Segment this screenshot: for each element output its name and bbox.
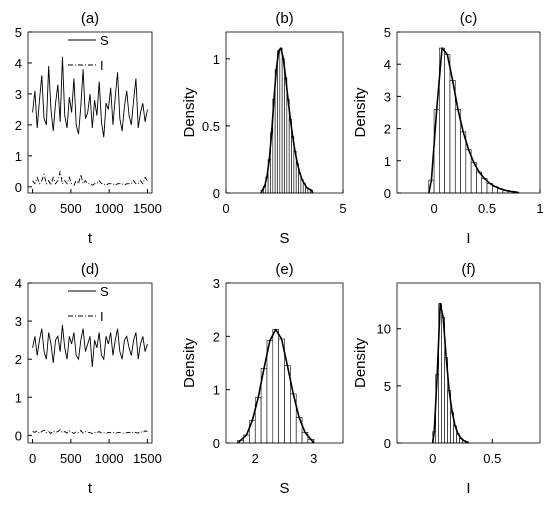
y-tick-label: 2 (384, 122, 391, 137)
x-tick-label: 500 (60, 451, 82, 466)
y-tick-label: 5 (384, 25, 391, 40)
y-tick-label: 0.5 (202, 119, 220, 134)
axes-frame (27, 31, 153, 194)
hist-bar (266, 340, 274, 444)
hist-bar (272, 329, 279, 444)
y-tick-label: 5 (15, 25, 22, 40)
y-tick-label: 0 (384, 436, 391, 451)
x-tick-label: 1000 (95, 201, 124, 216)
hist-bar (286, 98, 290, 194)
x-tick-label: 1500 (133, 451, 162, 466)
y-tick-label: 3 (15, 87, 22, 102)
y-tick-label: 2 (15, 352, 22, 367)
x-axis-label: I (466, 230, 470, 247)
panel-title: (b) (275, 10, 293, 27)
series-line (32, 56, 148, 138)
axes-frame (27, 282, 153, 444)
x-tick-label: 1500 (133, 201, 162, 216)
y-tick-label: 4 (384, 57, 391, 72)
y-tick-label: 0 (15, 428, 22, 443)
y-tick-label: 2 (15, 118, 22, 133)
axes-frame (225, 282, 344, 444)
axes-frame (225, 31, 344, 194)
series-line (32, 324, 148, 367)
density-curve (260, 47, 314, 194)
x-axis-label: t (88, 230, 93, 247)
y-tick-label: 0 (213, 436, 220, 451)
hist-bar (433, 108, 440, 194)
y-tick-label: 1 (384, 154, 391, 169)
y-tick-label: 0 (384, 186, 391, 201)
x-axis-label: S (279, 480, 289, 497)
series-line (32, 171, 148, 187)
y-tick-label: 2 (213, 329, 220, 344)
series-line (32, 429, 148, 435)
density-curve (427, 47, 520, 194)
y-axis-label: Density (352, 337, 369, 388)
panel-title: (d) (81, 261, 99, 278)
x-tick-label: 5 (339, 201, 346, 216)
x-tick-label: 0 (29, 201, 36, 216)
y-tick-label: 0 (15, 180, 22, 195)
y-tick-label: 3 (384, 89, 391, 104)
x-axis-label: S (279, 230, 289, 247)
y-tick-label: 1 (213, 383, 220, 398)
y-axis-label: Density (352, 87, 369, 138)
y-tick-label: 5 (384, 379, 391, 394)
panel-title: (c) (460, 10, 478, 27)
x-tick-label: 0 (29, 451, 36, 466)
hist-bar (284, 77, 288, 194)
hist-bar (277, 50, 281, 194)
legend-label: I (100, 309, 104, 324)
y-tick-label: 1 (15, 149, 22, 164)
hist-bar (460, 131, 467, 194)
x-axis-label: I (466, 480, 470, 497)
y-tick-label: 1 (15, 390, 22, 405)
x-tick-label: 500 (60, 201, 82, 216)
hist-bar (278, 338, 285, 444)
axes-frame (396, 282, 541, 444)
panel-title: (f) (461, 261, 475, 278)
x-axis-label: t (88, 480, 93, 497)
legend-label: I (100, 58, 104, 73)
x-tick-label: 0.5 (478, 201, 496, 216)
panel-title: (e) (275, 261, 293, 278)
y-axis-label: Density (181, 87, 198, 138)
hist-bar (279, 47, 283, 194)
x-tick-label: 3 (310, 451, 317, 466)
x-tick-label: 1 (536, 201, 543, 216)
y-tick-label: 0 (213, 186, 220, 201)
panel-title: (a) (81, 10, 99, 27)
x-tick-label: 0.5 (483, 451, 501, 466)
x-tick-label: 0 (222, 201, 229, 216)
x-tick-label: 1000 (95, 451, 124, 466)
density-curve (431, 302, 469, 444)
y-tick-label: 3 (213, 276, 220, 291)
x-tick-label: 0 (429, 451, 436, 466)
y-tick-label: 4 (15, 276, 22, 291)
legend-label: S (100, 284, 109, 299)
y-tick-label: 3 (15, 314, 22, 329)
legend-label: S (100, 33, 109, 48)
y-axis-label: Density (181, 337, 198, 388)
density-curve (237, 328, 315, 444)
hist-bar (444, 54, 451, 194)
y-tick-label: 1 (213, 52, 220, 67)
y-tick-label: 4 (15, 56, 22, 71)
hist-bar (454, 108, 461, 194)
y-tick-label: 10 (377, 322, 391, 337)
axes-frame (396, 31, 541, 194)
hist-bar (281, 58, 285, 194)
x-tick-label: 2 (252, 451, 259, 466)
x-tick-label: 0 (430, 201, 437, 216)
hist-bar (449, 80, 456, 194)
